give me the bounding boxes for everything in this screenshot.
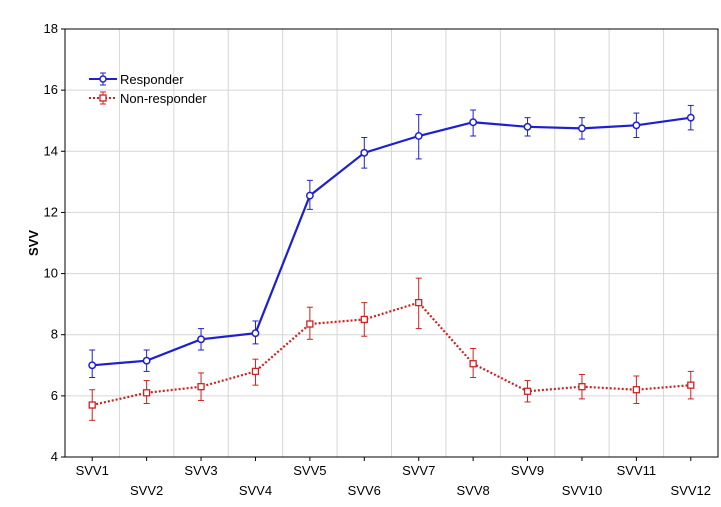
x-tick-label: SVV11 (617, 463, 657, 478)
x-tick-label: SVV2 (130, 483, 163, 498)
data-point (578, 124, 586, 133)
y-tick-label: 10 (44, 266, 58, 281)
legend-item: Non-responder (89, 91, 207, 106)
legend-marker (99, 75, 107, 83)
data-point (687, 381, 695, 389)
data-point (88, 361, 97, 370)
x-tick-label: SVV7 (402, 463, 435, 478)
y-tick-label: 8 (51, 327, 58, 342)
data-point (142, 356, 151, 365)
x-tick-label: SVV4 (239, 483, 272, 498)
data-point (523, 122, 532, 131)
data-point (251, 329, 260, 338)
series-line (92, 116, 691, 367)
legend-marker (99, 94, 107, 102)
data-point (469, 360, 477, 368)
data-point (523, 387, 532, 395)
y-tick-label: 14 (44, 143, 58, 158)
y-tick-label: 12 (44, 204, 58, 219)
x-tick-label: SVV9 (511, 463, 544, 478)
data-point (632, 386, 641, 394)
x-tick-label: SVV1 (76, 463, 109, 478)
data-point (251, 367, 260, 376)
y-axis-label: SVV (26, 230, 41, 256)
y-tick-label: 4 (51, 449, 58, 464)
y-tick-label: 16 (44, 82, 58, 97)
data-point (197, 383, 205, 391)
series-line (91, 301, 691, 407)
data-point (360, 148, 369, 157)
data-point (142, 389, 151, 397)
legend-item: Responder (89, 72, 184, 87)
x-tick-label: SVV10 (562, 483, 602, 498)
data-point (414, 132, 423, 140)
series-layer (88, 104, 695, 421)
y-tick-label: 18 (44, 21, 58, 36)
legend-label: Responder (120, 72, 184, 87)
data-point (306, 320, 314, 328)
x-tick-label: SVV12 (671, 483, 711, 498)
y-tick-label: 6 (51, 388, 58, 403)
data-point (686, 113, 695, 122)
series-responder (88, 104, 695, 379)
data-point (360, 315, 368, 324)
grid (65, 29, 718, 457)
data-point (197, 335, 205, 344)
x-tick-label: SVV5 (293, 463, 326, 478)
x-tick-label: SVV6 (348, 483, 381, 498)
legend: Responder Non-responder (89, 72, 207, 106)
plot-frame (64, 28, 719, 458)
data-point (578, 383, 586, 391)
legend-label: Non-responder (120, 91, 207, 106)
data-point (415, 298, 423, 307)
series-non-responder (88, 277, 695, 421)
x-tick-label: SVV3 (184, 463, 217, 478)
data-point (469, 118, 478, 127)
axes: 4 6 8 10 12 14 16 18 SVV1 SVV2 SVV3 SVV4 SVV5 SVV6 SVV… (44, 21, 712, 498)
data-point (632, 121, 641, 130)
data-point (88, 401, 96, 409)
x-tick-label: SVV8 (457, 483, 490, 498)
data-point (305, 191, 314, 200)
